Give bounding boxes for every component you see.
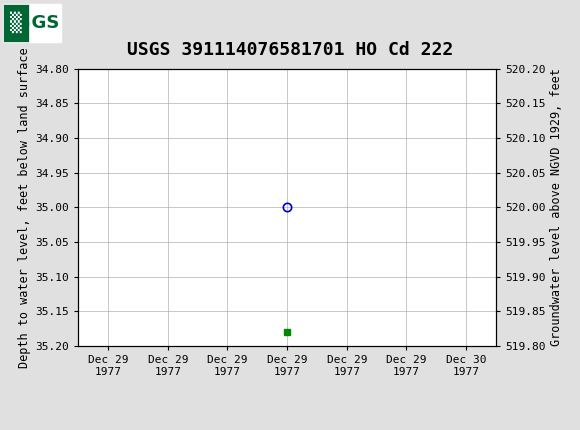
Text: USGS: USGS bbox=[4, 14, 60, 31]
Y-axis label: Groundwater level above NGVD 1929, feet: Groundwater level above NGVD 1929, feet bbox=[550, 68, 563, 347]
FancyBboxPatch shape bbox=[3, 3, 61, 42]
Text: USGS 391114076581701 HO Cd 222: USGS 391114076581701 HO Cd 222 bbox=[127, 41, 453, 59]
Y-axis label: Depth to water level, feet below land surface: Depth to water level, feet below land su… bbox=[19, 47, 31, 368]
Text: ▒: ▒ bbox=[10, 12, 22, 34]
FancyBboxPatch shape bbox=[3, 3, 29, 42]
